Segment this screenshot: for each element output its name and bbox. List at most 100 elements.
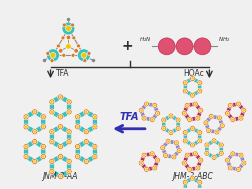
- Circle shape: [32, 109, 38, 115]
- Circle shape: [66, 99, 72, 105]
- Circle shape: [33, 130, 36, 133]
- Circle shape: [187, 168, 190, 171]
- Ellipse shape: [197, 80, 201, 94]
- Ellipse shape: [49, 125, 62, 134]
- Circle shape: [93, 125, 96, 128]
- Circle shape: [49, 99, 54, 105]
- Ellipse shape: [141, 152, 154, 157]
- Ellipse shape: [84, 140, 97, 149]
- Ellipse shape: [203, 120, 209, 133]
- Ellipse shape: [238, 108, 244, 121]
- Ellipse shape: [190, 89, 201, 97]
- Ellipse shape: [92, 144, 97, 159]
- Circle shape: [92, 114, 98, 120]
- Circle shape: [23, 124, 29, 130]
- Circle shape: [150, 152, 153, 155]
- Circle shape: [150, 118, 153, 121]
- Circle shape: [62, 22, 75, 35]
- Ellipse shape: [24, 110, 37, 119]
- Circle shape: [204, 121, 206, 124]
- Ellipse shape: [49, 155, 62, 163]
- Circle shape: [83, 139, 89, 145]
- Circle shape: [182, 138, 187, 144]
- Circle shape: [67, 170, 70, 173]
- Ellipse shape: [24, 125, 37, 134]
- Circle shape: [83, 159, 89, 164]
- Circle shape: [77, 49, 90, 62]
- Ellipse shape: [227, 166, 240, 171]
- Circle shape: [182, 188, 187, 189]
- Circle shape: [149, 117, 154, 122]
- Circle shape: [220, 124, 223, 127]
- Circle shape: [159, 145, 165, 150]
- Circle shape: [174, 141, 177, 144]
- Circle shape: [190, 77, 193, 80]
- Text: +: +: [121, 39, 132, 53]
- Ellipse shape: [150, 152, 159, 162]
- Circle shape: [239, 154, 241, 156]
- Ellipse shape: [139, 153, 145, 165]
- Circle shape: [57, 154, 63, 159]
- Circle shape: [229, 151, 235, 156]
- Ellipse shape: [186, 116, 200, 121]
- Circle shape: [193, 152, 196, 155]
- Circle shape: [176, 127, 179, 130]
- Circle shape: [189, 92, 195, 98]
- Circle shape: [33, 110, 36, 113]
- Circle shape: [76, 155, 79, 158]
- Circle shape: [198, 181, 200, 184]
- Circle shape: [161, 146, 164, 149]
- Ellipse shape: [66, 99, 71, 115]
- Ellipse shape: [175, 118, 180, 131]
- Ellipse shape: [66, 159, 71, 174]
- Ellipse shape: [196, 158, 202, 170]
- Circle shape: [87, 51, 91, 55]
- Circle shape: [62, 23, 66, 27]
- Ellipse shape: [193, 102, 202, 112]
- Ellipse shape: [190, 177, 201, 184]
- Ellipse shape: [238, 153, 244, 165]
- Circle shape: [218, 150, 223, 156]
- Ellipse shape: [182, 153, 188, 165]
- Circle shape: [49, 159, 54, 164]
- Ellipse shape: [32, 125, 46, 134]
- Circle shape: [194, 115, 200, 121]
- Circle shape: [190, 177, 193, 180]
- Circle shape: [67, 130, 70, 133]
- Circle shape: [151, 103, 157, 108]
- Circle shape: [182, 88, 187, 94]
- Circle shape: [139, 162, 142, 164]
- Circle shape: [57, 144, 63, 149]
- Ellipse shape: [161, 127, 173, 134]
- Circle shape: [59, 145, 62, 148]
- Ellipse shape: [24, 155, 37, 163]
- Circle shape: [219, 152, 222, 155]
- Ellipse shape: [160, 139, 169, 150]
- Circle shape: [205, 152, 207, 155]
- Text: TFA: TFA: [55, 69, 69, 78]
- Circle shape: [219, 144, 222, 146]
- Circle shape: [228, 104, 231, 107]
- Circle shape: [50, 52, 56, 58]
- Circle shape: [236, 103, 239, 105]
- Circle shape: [189, 175, 195, 181]
- Ellipse shape: [49, 140, 62, 149]
- Circle shape: [67, 160, 70, 163]
- Ellipse shape: [152, 158, 159, 170]
- Circle shape: [187, 118, 190, 121]
- Ellipse shape: [139, 161, 148, 171]
- Circle shape: [92, 124, 98, 130]
- Circle shape: [227, 165, 232, 171]
- Ellipse shape: [217, 115, 223, 128]
- Ellipse shape: [230, 116, 242, 121]
- Ellipse shape: [218, 143, 223, 156]
- Ellipse shape: [174, 140, 180, 153]
- Circle shape: [182, 80, 187, 85]
- Ellipse shape: [197, 180, 201, 189]
- Circle shape: [203, 150, 209, 156]
- Circle shape: [145, 103, 147, 105]
- Circle shape: [213, 129, 219, 135]
- Circle shape: [199, 159, 201, 162]
- Circle shape: [84, 160, 87, 163]
- Circle shape: [145, 168, 147, 171]
